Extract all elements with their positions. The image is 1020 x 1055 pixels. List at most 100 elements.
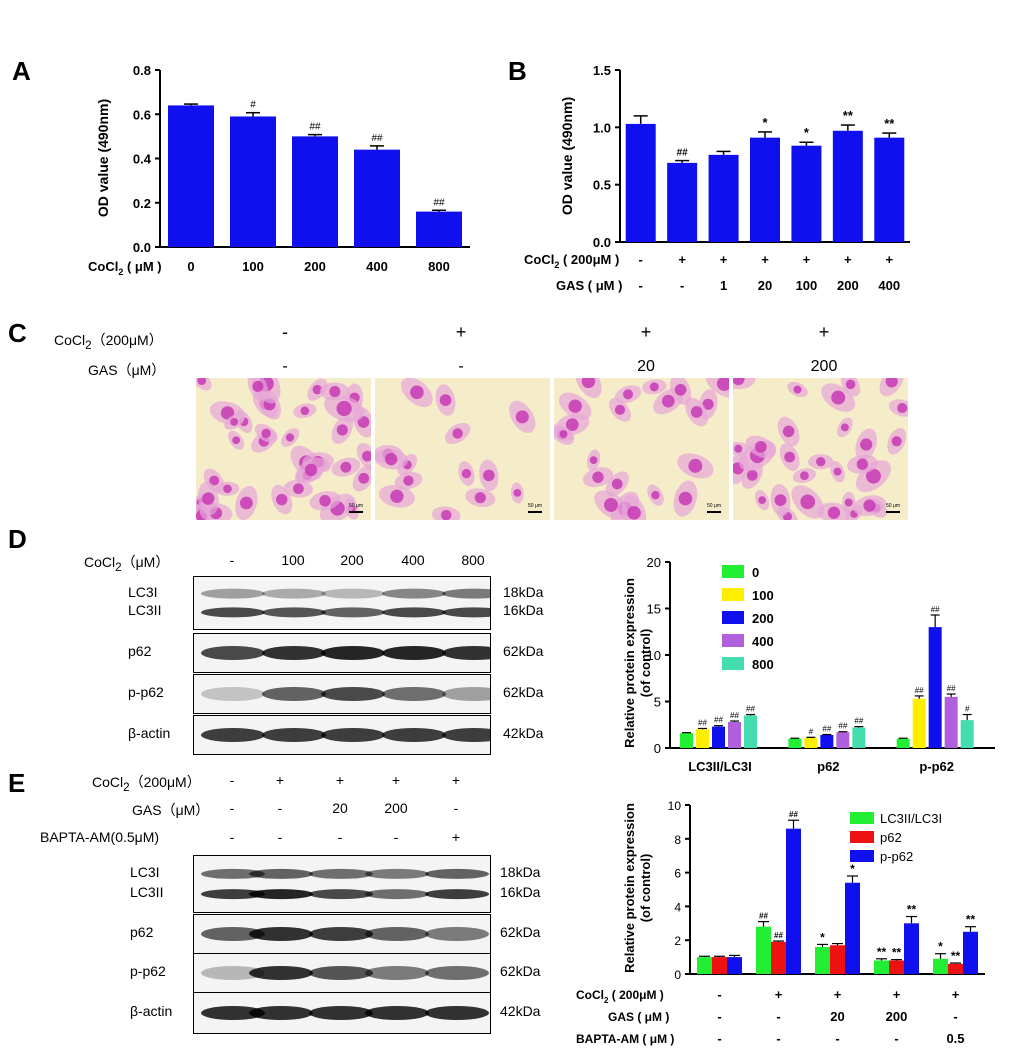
row3-value: 0.5 xyxy=(946,1031,964,1046)
treatment-label: CoCl2 ( μM ) xyxy=(88,259,162,277)
y-axis-label: OD value (490nm) xyxy=(559,97,575,215)
blot-label: LC3II xyxy=(128,602,162,619)
row1-value: + xyxy=(844,252,852,267)
bar xyxy=(697,957,712,974)
c-gas-label: GAS（μM） xyxy=(88,362,166,378)
blot-band xyxy=(425,927,489,941)
bar xyxy=(788,738,802,748)
significance-mark: ## xyxy=(714,716,723,725)
y-tick-label: 0.0 xyxy=(133,240,151,255)
significance-mark: * xyxy=(762,115,768,130)
row2-value: 400 xyxy=(878,278,900,293)
cell-nucleus xyxy=(568,399,582,413)
cell-nucleus xyxy=(223,484,232,494)
significance-mark: ## xyxy=(698,718,707,727)
bar xyxy=(845,882,860,974)
significance-mark: ** xyxy=(966,913,976,927)
blot-band xyxy=(365,868,429,879)
micrograph-cells: 50 μm xyxy=(196,378,371,520)
row2-value: - xyxy=(717,1009,721,1024)
legend-swatch xyxy=(850,850,874,862)
significance-mark: ## xyxy=(746,705,755,714)
legend-swatch xyxy=(722,565,744,578)
blot-kda: 62kDa xyxy=(503,643,544,659)
cell-nucleus xyxy=(329,386,341,398)
bar xyxy=(756,926,771,974)
cell-nucleus xyxy=(833,467,842,476)
cell-nucleus xyxy=(690,406,703,418)
row3-value: - xyxy=(835,1031,839,1046)
bar xyxy=(712,726,725,748)
cell-nucleus xyxy=(604,497,618,512)
row3-label: BAPTA-AM ( μM ) xyxy=(576,1032,674,1046)
c-gas-value: 200 xyxy=(810,358,838,375)
cell-nucleus xyxy=(611,478,623,490)
blot-kda: 42kDa xyxy=(503,725,544,741)
cell-nucleus xyxy=(800,494,816,510)
bar xyxy=(667,162,698,242)
bar xyxy=(791,145,822,242)
row3-value: - xyxy=(717,1031,721,1046)
y-tick-label: 0.6 xyxy=(133,107,151,122)
cell-nucleus xyxy=(390,489,404,503)
cell-nucleus xyxy=(866,468,881,484)
y-axis-label: OD value (490nm) xyxy=(95,99,111,217)
significance-mark: * xyxy=(804,125,810,140)
e-gas-value: 20 xyxy=(332,800,348,816)
cell-nucleus xyxy=(845,379,856,390)
y-tick-label: 0 xyxy=(674,968,681,982)
cell-nucleus xyxy=(252,380,264,392)
row1-value: + xyxy=(834,987,842,1002)
blot-kda: 42kDa xyxy=(500,1003,541,1019)
blot-band xyxy=(201,966,265,980)
significance-mark: ** xyxy=(907,903,917,917)
y-tick-label: 2 xyxy=(674,934,681,948)
micrograph-cells: 50 μm xyxy=(554,378,729,520)
cell-nucleus xyxy=(734,444,743,453)
blot-kda: 18kDa xyxy=(503,583,544,600)
bar xyxy=(680,733,693,748)
significance-mark: ## xyxy=(838,722,847,731)
x-tick-label: 800 xyxy=(428,259,450,274)
legend-swatch xyxy=(850,831,874,843)
e-cocl2-label: CoCl2（200μM） xyxy=(92,774,201,794)
row1-value: + xyxy=(803,252,811,267)
cell-nucleus xyxy=(831,390,846,405)
legend-label: 400 xyxy=(752,634,774,649)
chart-d: 0 5 10 15 20 Relative protein expression (of c… xyxy=(622,555,995,774)
y-tick-label: 0.0 xyxy=(593,235,611,250)
blot-box xyxy=(193,633,491,673)
blot-kda: 18kDa xyxy=(500,863,541,880)
c-cocl2-value: + xyxy=(818,322,830,342)
cell-nucleus xyxy=(515,410,529,424)
blot-band xyxy=(201,588,265,599)
bar xyxy=(820,734,834,748)
cell-nucleus xyxy=(340,461,352,473)
cell-nucleus xyxy=(403,475,414,486)
blot-band xyxy=(382,607,446,618)
cell-nucleus xyxy=(856,458,869,470)
group-label: p62 xyxy=(817,759,839,774)
bar xyxy=(896,738,910,748)
significance-mark: ## xyxy=(677,148,689,159)
legend-label: 100 xyxy=(752,588,774,603)
cell-nucleus xyxy=(674,383,687,396)
row2-value: - xyxy=(953,1009,957,1024)
c-gas-value: - xyxy=(282,358,288,375)
significance-mark: ## xyxy=(774,931,783,940)
blot-band xyxy=(309,1006,373,1020)
cell-nucleus xyxy=(782,425,795,438)
significance-mark: ## xyxy=(789,810,798,819)
cell-nucleus xyxy=(678,491,693,506)
cell-nucleus xyxy=(661,394,675,408)
bar xyxy=(696,729,709,748)
blot-kda: 62kDa xyxy=(500,963,541,979)
blot-bands xyxy=(201,687,490,701)
chart-e: 0 2 4 6 8 10 Relative protein expression (of co… xyxy=(576,799,985,1046)
cell-nucleus xyxy=(784,451,796,463)
blot-kda: 16kDa xyxy=(503,602,544,619)
e-gas-value: 200 xyxy=(384,800,408,816)
bar xyxy=(944,696,958,748)
row2-value: 200 xyxy=(886,1009,908,1024)
blot-band xyxy=(382,687,446,701)
